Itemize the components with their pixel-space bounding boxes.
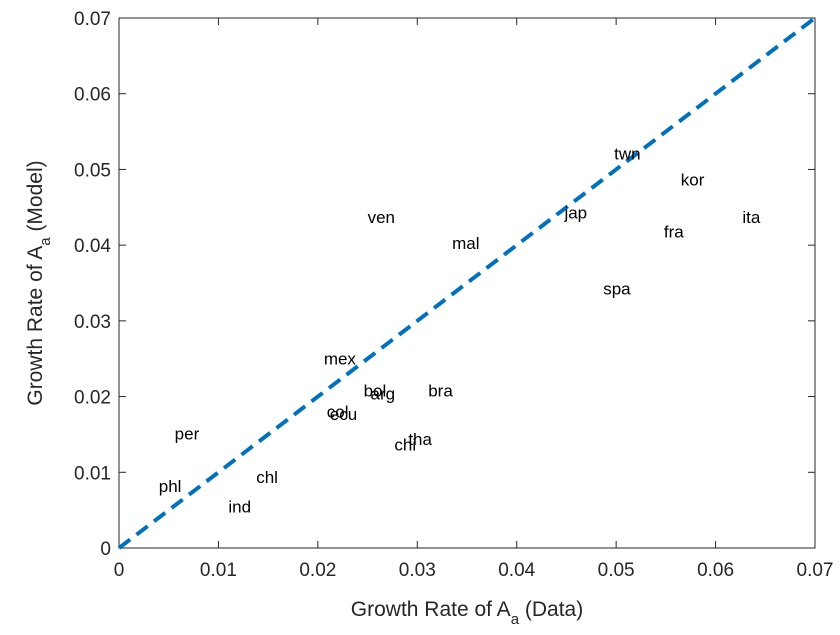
point-label-chl: chl [256,468,278,487]
point-label-kor: kor [681,170,705,189]
x-tick-label: 0 [114,560,125,581]
point-label-ecu: ecu [330,405,357,424]
x-tick-label: 0.03 [399,560,436,581]
point-label-mex: mex [324,350,357,369]
point-label-spa: spa [603,279,631,298]
y-tick-label: 0.05 [74,160,111,181]
point-label-twn: twn [614,145,640,164]
point-label-jap: jap [563,204,587,223]
point-label-arg: arg [371,385,396,404]
plot-area [118,17,816,549]
point-label-bol: bol [364,382,387,401]
point-label-ven: ven [368,208,395,227]
y-tick-label: 0 [100,539,111,560]
y-tick-label: 0.02 [74,388,111,409]
y-axis-title-tail: (Model) [24,160,47,237]
y-tick-label: 0.03 [74,312,111,333]
x-tick-label: 0.04 [498,560,535,581]
point-label-ita: ita [742,208,761,227]
point-label-per: per [175,425,200,444]
axis-ticks [118,17,816,549]
point-label-mal: mal [452,234,479,253]
x-tick-label: 0.05 [598,560,635,581]
point-label-bra: bra [428,382,453,401]
identity-reference-line [117,16,817,550]
point-label-col: col [327,403,349,422]
x-tick-label: 0.01 [200,560,237,581]
point-label-tha: tha [408,430,432,449]
y-axis-title: Growth Rate of Aa (Model) [24,160,54,405]
point-label-fra: fra [664,223,684,242]
tick-labels: 0 0.01 0.02 0.03 0.04 0.05 0.06 0.07 0 0.01 0.02 0.… [74,9,833,581]
point-label-phl: phl [159,477,182,496]
point-label-chi: chi [394,435,416,454]
x-tick-label: 0.06 [697,560,734,581]
point-label-ind: ind [228,497,251,516]
y-tick-label: 0.06 [74,85,111,106]
x-axis-title-subscript: a [511,611,520,628]
y-axis-title-subscript: a [37,237,54,246]
y-axis-title-main: Growth Rate of A [24,246,47,406]
x-axis-title-main: Growth Rate of A [351,598,511,621]
x-axis-title-tail: (Data) [519,598,583,621]
y-tick-label: 0.01 [74,463,111,484]
y-tick-label: 0.07 [74,9,111,30]
x-tick-label: 0.07 [797,560,834,581]
x-axis-title: Growth Rate of Aa (Data) [351,598,583,628]
x-tick-label: 0.02 [299,560,336,581]
y-tick-label: 0.04 [74,236,111,257]
